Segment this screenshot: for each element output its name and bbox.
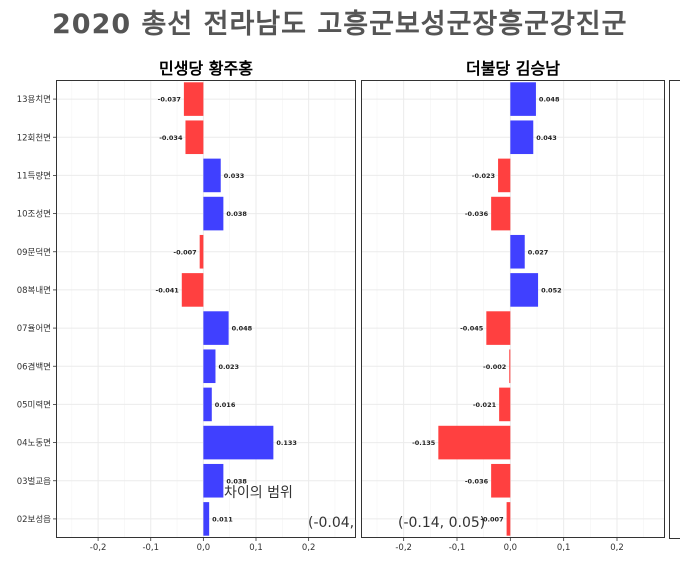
bar: [510, 82, 536, 116]
category-label: 02보성읍: [17, 515, 51, 525]
bar: [438, 425, 511, 460]
data-label: 0.133: [276, 439, 297, 447]
data-label: -0.041: [156, 286, 180, 294]
data-label: 0.048: [232, 325, 253, 333]
legend-title: 차이의 범위: [224, 485, 293, 501]
panel-background: [56, 80, 356, 538]
x-tick-label: 0,2: [610, 543, 624, 553]
bar: [491, 196, 511, 231]
data-label: -0.034: [159, 134, 183, 142]
panel-border: [361, 80, 665, 538]
data-label: -0.037: [158, 96, 181, 104]
chart-title: 2020 총선 전라남도 고흥군보성군장흥군강진군: [52, 9, 628, 40]
bar: [499, 387, 511, 422]
range-label-1: (-0.04,: [308, 515, 354, 531]
data-label: -0.036: [465, 210, 489, 218]
category-label: 09문덕면: [17, 247, 51, 258]
bar: [203, 502, 210, 536]
y-axis: 13용치면 12회천면 11득량면 10조성면 09문덕면 08복내면 07율어면 06겸백면…: [17, 94, 56, 525]
category-label: 11득량면: [17, 170, 51, 181]
data-label: 0.038: [226, 210, 247, 218]
category-label: 03벌교읍: [17, 476, 51, 487]
data-label: 0.027: [528, 248, 549, 256]
data-label: 0.023: [218, 363, 239, 371]
category-label: 10조성면: [17, 209, 51, 220]
data-label: 0.052: [541, 286, 562, 294]
range-label-2: (-0.14, 0.05): [398, 515, 485, 531]
bar: [203, 349, 216, 384]
bar: [486, 311, 511, 345]
bar: [203, 463, 224, 498]
panel-3-border: [669, 80, 680, 539]
bar: [509, 349, 511, 384]
panel-background: [361, 80, 665, 538]
x-tick-label: 0,0: [197, 543, 211, 553]
category-label: 13용치면: [17, 94, 51, 105]
bar: [185, 120, 204, 155]
data-label: -0.036: [465, 477, 489, 485]
bar: [510, 273, 539, 307]
panel-border: [56, 80, 356, 538]
panel-2: 0.048 0.043 -0.023 -0.036 0.027 0.052 -0.045 -0…: [361, 59, 665, 553]
category-label: 07율어면: [17, 323, 51, 334]
bar: [181, 273, 204, 307]
bar: [203, 311, 229, 345]
data-label: -0.002: [483, 363, 506, 371]
facet-title: 더불당 김승남: [466, 59, 560, 78]
category-label: 12회천면: [17, 132, 51, 143]
bar: [203, 196, 224, 231]
data-label: -0.135: [412, 439, 436, 447]
bar: [203, 387, 212, 422]
category-label: 04노동면: [17, 438, 51, 449]
data-label: -0.023: [472, 172, 495, 180]
x-tick-label: 0,1: [249, 543, 263, 553]
x-tick-label: -0,1: [142, 543, 159, 553]
x-tick-label: -0,2: [395, 543, 412, 553]
panel-1: -0.037 -0.034 0.033 0.038 -0.007 -0.041 0.048 0…: [56, 59, 356, 553]
category-label: 08복내면: [17, 285, 51, 296]
bar: [203, 425, 274, 460]
bar: [506, 502, 511, 536]
data-label: -0.021: [473, 401, 497, 409]
bar: [491, 463, 511, 498]
x-tick-label: 0,2: [302, 543, 316, 553]
bar: [498, 158, 511, 193]
facet-title: 민생당 황주홍: [159, 59, 253, 78]
x-tick-label: 0,1: [557, 543, 571, 553]
data-label: -0.045: [460, 325, 484, 333]
bar: [183, 82, 204, 116]
x-tick-label: -0,1: [449, 543, 466, 553]
data-label: -0.007: [173, 248, 196, 256]
data-label: -0.007: [480, 515, 503, 523]
data-label: 0.011: [212, 515, 233, 523]
x-tick-label: -0,2: [90, 543, 107, 553]
x-tick-label: 0,0: [504, 543, 518, 553]
data-label: 0.043: [536, 134, 557, 142]
bar: [510, 120, 534, 155]
data-label: 0.033: [224, 172, 245, 180]
data-label: 0.048: [539, 96, 560, 104]
category-label: 05미력면: [17, 399, 51, 410]
category-label: 06겸백면: [17, 361, 51, 372]
data-label: 0.016: [215, 401, 236, 409]
data-label: 0.038: [226, 477, 247, 485]
bar: [199, 234, 204, 269]
bar: [510, 234, 525, 269]
bar: [203, 158, 221, 193]
